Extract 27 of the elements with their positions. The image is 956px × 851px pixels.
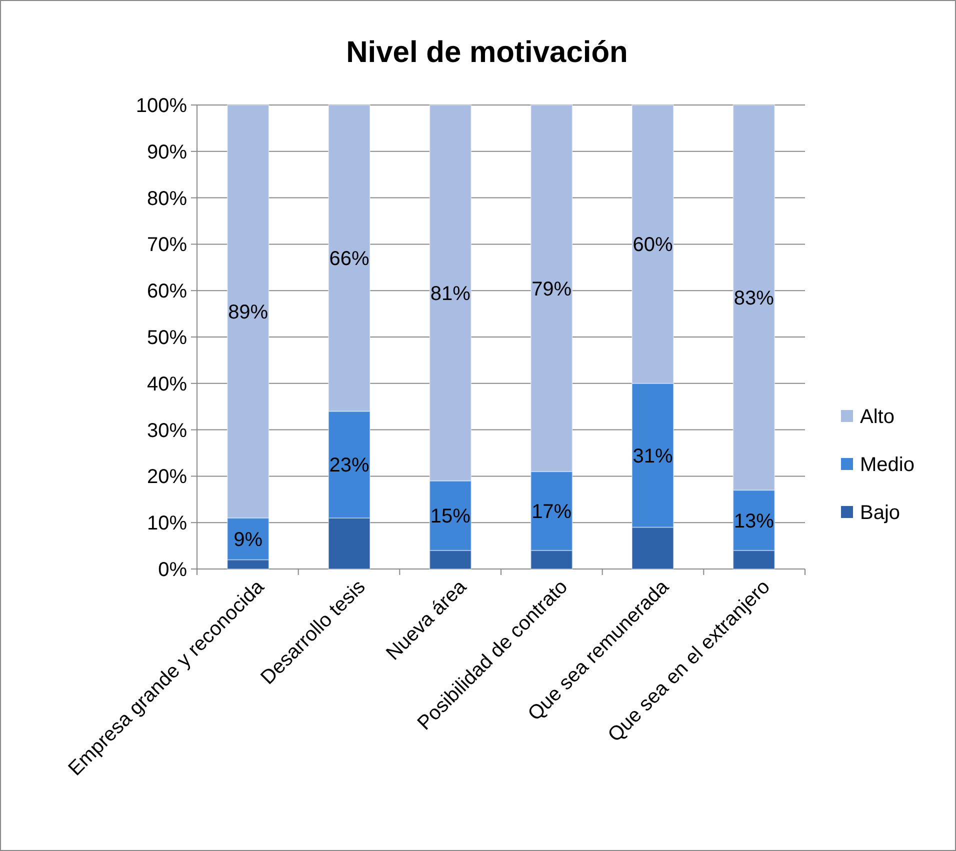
data-label: 15%	[430, 506, 471, 528]
legend-label: Alto	[860, 406, 894, 428]
data-label: 17%	[532, 501, 572, 523]
data-label: 81%	[430, 282, 471, 305]
y-tick-label: 50%	[146, 327, 188, 349]
legend-label: Bajo	[860, 502, 900, 524]
y-tick-label: 20%	[146, 466, 188, 488]
y-tick-label: 10%	[146, 512, 188, 535]
data-label: 79%	[532, 278, 572, 300]
legend-label: Medio	[860, 454, 914, 476]
y-tick-label: 100%	[136, 95, 188, 117]
data-label: 83%	[734, 288, 774, 310]
data-label: 23%	[329, 454, 370, 477]
y-tick-label: 40%	[146, 373, 188, 396]
data-label: 31%	[632, 445, 673, 468]
data-label: 60%	[632, 234, 673, 256]
data-label: 9%	[234, 528, 263, 551]
y-tick-label: 80%	[146, 188, 188, 210]
y-tick-label: 30%	[146, 420, 188, 442]
chart-title: Nivel de motivación	[346, 36, 628, 69]
y-tick-label: 60%	[146, 280, 188, 303]
data-label: 66%	[329, 248, 370, 270]
data-label: 89%	[228, 301, 268, 324]
y-tick-label: 70%	[146, 234, 188, 256]
data-label: 13%	[734, 510, 774, 532]
y-tick-label: 0%	[158, 559, 188, 581]
y-tick-label: 90%	[146, 141, 188, 164]
